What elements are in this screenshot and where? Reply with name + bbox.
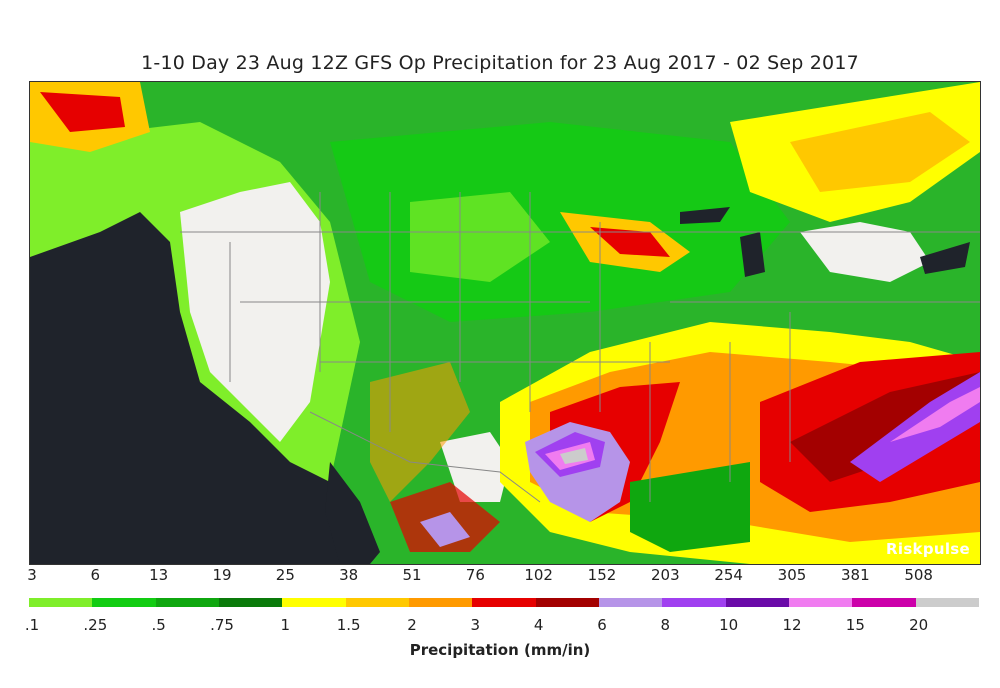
precipitation-colorbar <box>29 598 979 607</box>
mm-tick-label: 38 <box>339 566 359 584</box>
mm-tick-label: 152 <box>587 566 617 584</box>
inch-tick-label: 1 <box>280 616 291 634</box>
inch-tick-label: 1.5 <box>336 616 361 634</box>
colorbar-swatch <box>92 598 156 607</box>
colorbar-swatch <box>788 598 853 607</box>
colorbar-swatch <box>282 598 346 607</box>
mid-precip-plains <box>330 122 790 322</box>
mm-tick-label: 19 <box>212 566 232 584</box>
colorbar-title: Precipitation (mm/in) <box>409 641 591 659</box>
inch-tick-label: 8 <box>660 616 671 634</box>
colorbar-swatch <box>852 598 916 607</box>
inch-tick-label: 15 <box>845 616 865 634</box>
map-title: 1-10 Day 23 Aug 12Z GFS Op Precipitation… <box>141 52 859 74</box>
mexico-extreme-rain <box>420 512 470 547</box>
mexico-scattered-rain <box>370 362 470 502</box>
mm-tick-label: 51 <box>402 566 422 584</box>
riskpulse-logo: Riskpulse <box>886 540 970 558</box>
orange-band-canada <box>790 112 970 192</box>
colorbar-swatch <box>408 598 473 607</box>
lake-superior <box>680 207 730 224</box>
atlantic-heavy-rain <box>790 372 980 482</box>
inch-tick-label: 10 <box>719 616 739 634</box>
mm-tick-label: 6 <box>90 566 101 584</box>
mm-tick-label: 305 <box>777 566 807 584</box>
inch-tick-label: .75 <box>210 616 234 634</box>
inch-tick-labels: .1 .25 .5 .75 1 1.5 2 3 4 6 8 10 12 15 20 <box>0 616 1000 636</box>
gulf-moderate-rain <box>630 462 750 552</box>
mm-tick-labels: 3 6 13 19 25 38 51 76 102 152 203 254 305 381 508 <box>0 566 1000 586</box>
dry-area-west <box>180 182 330 442</box>
mm-tick-label: 381 <box>841 566 870 584</box>
pacific-ocean <box>30 212 360 564</box>
atlantic-peak-rain <box>890 387 980 442</box>
inch-tick-label: .5 <box>151 616 166 634</box>
lake-michigan <box>740 232 765 277</box>
colorbar-swatch <box>218 598 283 607</box>
mm-tick-label: 102 <box>524 566 553 584</box>
dry-area-mexico <box>440 432 510 502</box>
inch-tick-label: 6 <box>597 616 607 634</box>
mm-tick-label: 203 <box>651 566 680 584</box>
colorbar-swatch <box>29 598 93 607</box>
mm-tick-label: 508 <box>904 566 933 584</box>
inch-tick-label: .25 <box>83 616 108 634</box>
inch-tick-label: .1 <box>24 616 40 634</box>
mm-tick-label: 76 <box>465 566 485 584</box>
inch-tick-label: 4 <box>533 616 544 634</box>
inch-tick-label: 12 <box>782 616 802 634</box>
colorbar-swatch <box>725 598 789 607</box>
gulf-of-california <box>325 462 380 564</box>
dry-area-northeast <box>800 222 930 282</box>
colorbar-swatch <box>662 598 726 607</box>
lake-ontario <box>920 242 970 274</box>
state-borders <box>180 192 980 503</box>
northwest-heavy <box>40 92 125 132</box>
colorbar-swatch <box>155 598 219 607</box>
upper-midwest-heavy <box>590 227 670 257</box>
texas-max-rain <box>560 448 588 464</box>
mm-tick-label: 254 <box>714 566 743 584</box>
mm-tick-label: 13 <box>149 566 169 584</box>
colorbar-swatch <box>345 598 409 607</box>
precipitation-map: Riskpulse <box>29 81 981 565</box>
colorbar-swatch <box>915 598 979 607</box>
colorbar-swatch <box>535 598 599 607</box>
light-precip-plains <box>410 192 550 282</box>
precipitation-map-canvas <box>30 82 980 564</box>
inch-tick-label: 20 <box>909 616 929 634</box>
colorbar-swatch <box>598 598 663 607</box>
mm-tick-label: 3 <box>27 566 37 584</box>
colorbar-swatch <box>472 598 536 607</box>
inch-tick-label: 3 <box>470 616 481 634</box>
mm-tick-label: 25 <box>275 566 295 584</box>
inch-tick-label: 2 <box>407 616 417 634</box>
